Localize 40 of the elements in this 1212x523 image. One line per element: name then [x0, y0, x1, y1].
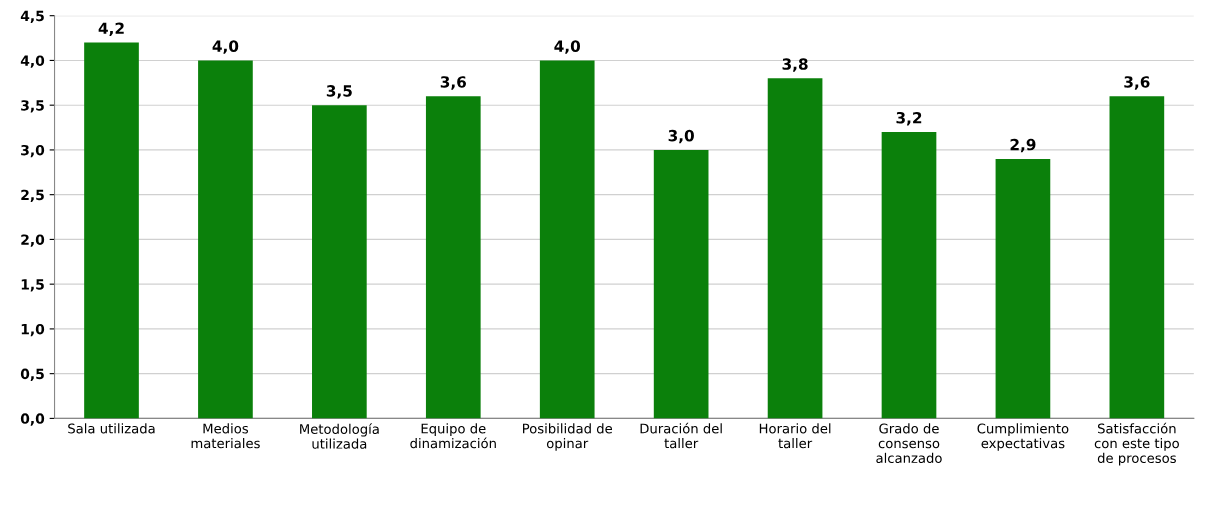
x-tick-label: Equipo de dinamización: [410, 423, 496, 449]
data-label: 3,5: [326, 85, 352, 99]
data-label: 3,6: [1124, 76, 1150, 90]
y-tick-label: 4,5: [20, 10, 44, 23]
x-tick-label: Medios materiales: [191, 423, 260, 449]
data-label: 4,2: [98, 22, 124, 36]
bar: [198, 60, 253, 419]
data-label: 3,8: [782, 58, 808, 72]
data-label: 3,6: [440, 76, 466, 90]
x-tick-label: Metodología utilizada: [300, 423, 379, 449]
bar: [312, 105, 367, 419]
x-tick-label: Horario del taller: [759, 423, 831, 449]
data-label: 4,0: [212, 40, 239, 54]
bar: [995, 158, 1051, 419]
bar: [425, 96, 481, 419]
x-tick-label: Posibilidad de opinar: [523, 423, 613, 451]
y-tick-label: 0,0: [20, 413, 45, 426]
bar: [881, 132, 937, 419]
bar: [1109, 96, 1165, 419]
bar: [539, 60, 595, 419]
y-tick-label: 3,5: [21, 100, 44, 113]
data-label: 2,9: [1010, 138, 1036, 153]
bar: [653, 149, 709, 419]
data-label: 3,0: [668, 129, 694, 144]
y-tick-label: 2,5: [21, 189, 44, 202]
y-tick-label: 1,5: [21, 279, 44, 292]
y-tick-label: 4,0: [20, 55, 45, 68]
y-tick-label: 2,0: [21, 234, 45, 247]
bar: [84, 42, 139, 419]
x-tick-label: Grado de consenso alcanzado: [876, 423, 942, 464]
x-tick-label: Sala utilizada: [68, 423, 155, 434]
bar: [767, 78, 823, 419]
y-tick-label: 0,5: [20, 368, 44, 381]
y-tick-label: 1,0: [21, 323, 45, 337]
y-tick-label: 3,0: [21, 144, 45, 158]
data-label: 3,2: [896, 111, 922, 126]
x-tick-label: Duración del taller: [640, 422, 722, 449]
data-label: 4,0: [554, 40, 581, 54]
x-tick-label: Satisfacción con este tipo de procesos: [1094, 422, 1179, 466]
x-tick-label: Cumplimiento expectativas: [977, 423, 1069, 451]
